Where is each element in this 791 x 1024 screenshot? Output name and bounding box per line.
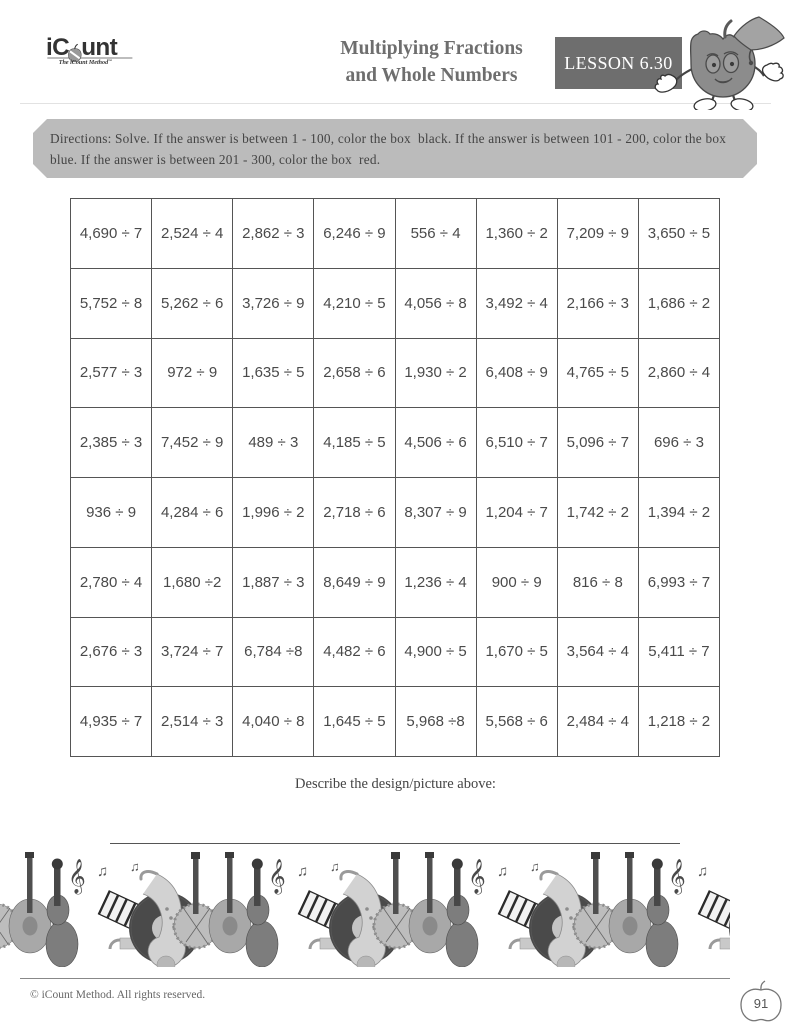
- svg-text:𝄞: 𝄞: [668, 859, 686, 895]
- svg-text:♫: ♫: [497, 864, 508, 880]
- svg-text:♫: ♫: [697, 864, 708, 880]
- svg-text:♫: ♫: [130, 859, 140, 874]
- svg-text:𝄞: 𝄞: [468, 859, 486, 895]
- svg-text:91: 91: [754, 996, 768, 1011]
- svg-text:♫: ♫: [730, 859, 740, 874]
- svg-text:𝄞: 𝄞: [68, 859, 86, 895]
- svg-text:♫: ♫: [97, 864, 108, 880]
- svg-text:♫: ♫: [297, 864, 308, 880]
- svg-text:♫: ♫: [330, 859, 340, 874]
- svg-text:♫: ♫: [530, 859, 540, 874]
- svg-text:𝄞: 𝄞: [268, 859, 286, 895]
